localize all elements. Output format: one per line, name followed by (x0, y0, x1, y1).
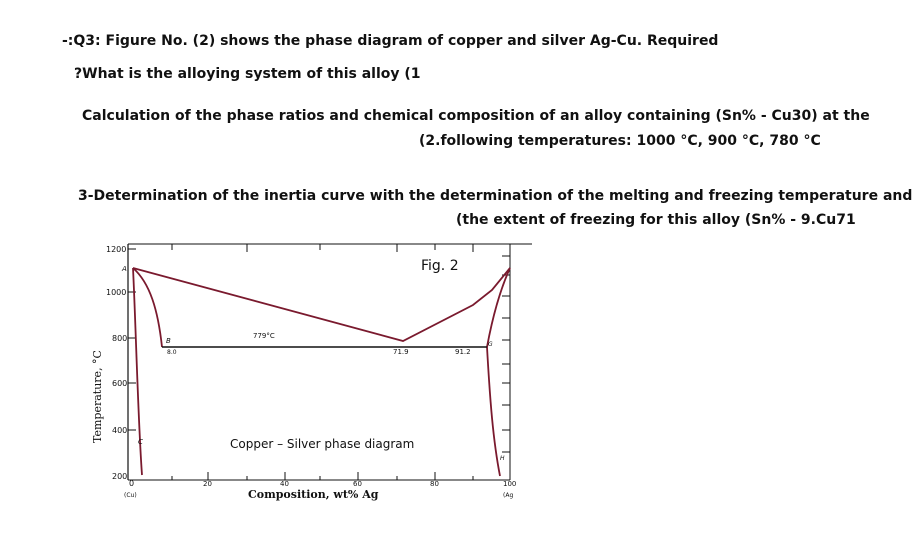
y-tick-marks (128, 248, 136, 431)
right-tick-marks (502, 255, 510, 453)
question-item-3-line-2: (the extent of freezing for this alloy (… (456, 212, 856, 228)
x-tick-label-100: 100 (503, 480, 516, 488)
solvus-line-copper-side (132, 267, 143, 476)
point-label-c: C (138, 438, 143, 446)
y-tick-label-600: 600 (112, 379, 127, 388)
point-label-b: B (166, 337, 171, 345)
point-label-g: G (488, 341, 493, 348)
question-heading: -:Q3: Figure No. (2) shows the phase dia… (62, 33, 719, 49)
x-end-label-ag: (Ag (503, 492, 513, 499)
eutectic-temperature-label: 779°C (253, 332, 275, 340)
g-composition-label: 91.2 (455, 348, 471, 356)
x-tick-label-80: 80 (430, 480, 439, 488)
question-item-2-line-2: (2.following temperatures: 1000 °C, 900 … (419, 133, 821, 149)
y-axis-title: Temperature, °C (91, 350, 104, 443)
x-tick-label-40: 40 (280, 480, 289, 488)
y-tick-label-200: 200 (112, 472, 127, 481)
figure-caption: Copper – Silver phase diagram (230, 437, 414, 451)
figure-label: Fig. 2 (421, 258, 459, 274)
eutectic-composition-label: 71.9 (393, 348, 409, 356)
y-tick-label-800: 800 (112, 334, 127, 343)
top-tick-marks (171, 244, 474, 252)
point-label-h: H (500, 455, 505, 462)
point-label-a: A (121, 265, 127, 273)
liquidus-line (132, 267, 511, 342)
solvus-line-silver-side (486, 346, 501, 477)
y-tick-label-1000: 1000 (106, 288, 126, 297)
x-tick-label-20: 20 (203, 480, 212, 488)
b-composition-label: 8.0 (167, 349, 177, 356)
x-axis-title: Composition, wt% Ag (248, 488, 379, 501)
x-tick-marks (171, 472, 474, 480)
question-item-1: ?What is the alloying system of this all… (74, 66, 421, 82)
solidus-line-silver-side (486, 267, 511, 348)
x-tick-label-60: 60 (353, 480, 362, 488)
question-item-3-line-1: 3-Determination of the inertia curve wit… (78, 188, 913, 204)
y-tick-label-1200: 1200 (106, 245, 126, 254)
x-tick-label-0: 0 (129, 479, 134, 488)
phase-boundaries (132, 267, 511, 477)
solidus-line-copper-side (132, 267, 163, 348)
question-item-2-line-1: Calculation of the phase ratios and chem… (82, 108, 870, 124)
y-tick-label-400: 400 (112, 426, 127, 435)
x-end-label-cu: (Cu) (124, 492, 137, 499)
